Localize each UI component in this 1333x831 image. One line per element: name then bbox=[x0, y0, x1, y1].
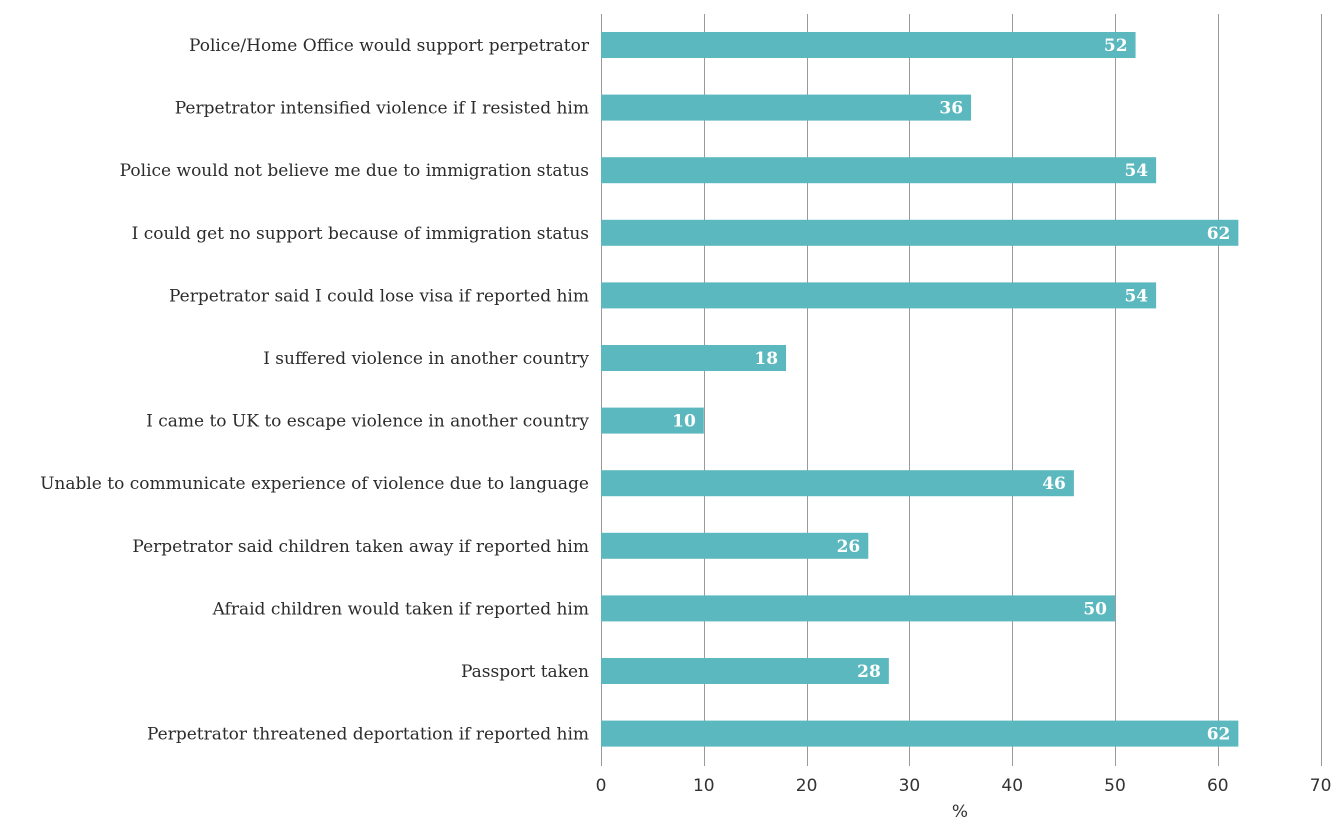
x-tick-label: 30 bbox=[899, 776, 921, 796]
bar bbox=[601, 532, 869, 559]
gridlines bbox=[601, 14, 1322, 766]
bar-value-label: 62 bbox=[1207, 725, 1231, 745]
category-label: Police would not believe me due to immig… bbox=[120, 161, 589, 181]
bar-value-label: 52 bbox=[1104, 36, 1128, 56]
bar-value-label: 54 bbox=[1124, 286, 1148, 306]
bar bbox=[601, 219, 1239, 246]
bar bbox=[601, 345, 787, 371]
x-tick-label: 50 bbox=[1104, 776, 1126, 796]
category-label: Passport taken bbox=[461, 662, 589, 682]
bar bbox=[601, 157, 1157, 184]
bar-value-label: 36 bbox=[939, 99, 963, 119]
x-axis-title: % bbox=[952, 802, 968, 822]
bar bbox=[601, 658, 889, 684]
category-label: Unable to communicate experience of viol… bbox=[40, 474, 589, 494]
category-label: Perpetrator threatened deportation if re… bbox=[147, 725, 589, 745]
category-label: Afraid children would taken if reported … bbox=[212, 599, 589, 619]
category-label: Perpetrator intensified violence if I re… bbox=[175, 99, 589, 119]
category-label: I suffered violence in another country bbox=[263, 349, 589, 369]
bar bbox=[601, 595, 1115, 622]
x-tick-label: 0 bbox=[596, 776, 607, 796]
category-label: I came to UK to escape violence in anoth… bbox=[146, 412, 589, 432]
bar-value-label: 54 bbox=[1124, 161, 1148, 181]
x-tick-label: 60 bbox=[1207, 776, 1229, 796]
bar-value-label: 26 bbox=[837, 537, 861, 557]
category-label: I could get no support because of immigr… bbox=[132, 224, 589, 244]
bar-value-label: 46 bbox=[1042, 474, 1066, 494]
x-tick-label: 20 bbox=[796, 776, 818, 796]
bar bbox=[601, 282, 1157, 309]
bar-value-label: 28 bbox=[857, 662, 881, 682]
bar-value-label: 62 bbox=[1207, 224, 1231, 244]
category-label: Perpetrator said I could lose visa if re… bbox=[169, 286, 589, 306]
x-tick-label: 70 bbox=[1310, 776, 1332, 796]
bar-value-label: 50 bbox=[1083, 599, 1107, 619]
bars: 52 36 54 62 54 18 10 46 26 50 28 62 bbox=[601, 32, 1239, 747]
category-label: Police/Home Office would support perpetr… bbox=[189, 36, 590, 56]
x-axis-ticks: 0 10 20 30 40 50 60 70 bbox=[596, 776, 1332, 796]
category-label: Perpetrator said children taken away if … bbox=[132, 537, 589, 557]
bar-value-label: 10 bbox=[672, 412, 696, 432]
category-labels: Police/Home Office would support perpetr… bbox=[40, 36, 590, 745]
bar bbox=[601, 32, 1136, 58]
bar-value-label: 18 bbox=[754, 349, 778, 369]
bar bbox=[601, 407, 704, 434]
x-tick-label: 10 bbox=[693, 776, 715, 796]
x-tick-label: 40 bbox=[1001, 776, 1023, 796]
bar bbox=[601, 720, 1239, 747]
bar bbox=[601, 94, 972, 121]
bar bbox=[601, 470, 1074, 497]
